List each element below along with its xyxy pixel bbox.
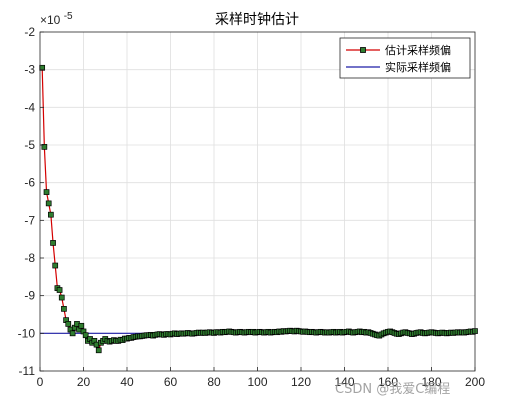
y-exponent-power: -5 xyxy=(64,11,73,22)
x-tick-label: 0 xyxy=(37,375,44,389)
watermark: CSDN @我爱C编程 xyxy=(335,382,450,397)
y-tick-label: -4 xyxy=(24,100,35,114)
legend-label-actual: 实际采样频偏 xyxy=(385,60,451,74)
data-point xyxy=(58,294,65,301)
legend-box xyxy=(339,37,471,79)
x-tick-label: 160 xyxy=(378,375,398,389)
x-tick-label: 180 xyxy=(421,375,441,389)
data-point xyxy=(69,330,76,337)
legend-marker-estimated xyxy=(360,47,366,53)
data-point xyxy=(52,262,59,269)
data-point xyxy=(95,347,102,354)
x-tick-label: 100 xyxy=(247,375,267,389)
data-point xyxy=(56,287,63,293)
y-exponent-base: ×10 xyxy=(40,13,61,27)
legend-label-estimated: 估计采样频偏 xyxy=(385,43,451,57)
data-point xyxy=(50,240,56,246)
x-tick-label: 120 xyxy=(291,375,311,389)
y-tick-label: -5 xyxy=(24,138,35,152)
y-tick-label: -6 xyxy=(24,176,35,190)
data-point xyxy=(78,322,85,329)
x-axis: 0 20 40 60 80 100 120 140 160 180 200 xyxy=(37,367,485,389)
y-tick-label: -7 xyxy=(24,213,35,227)
data-point xyxy=(41,144,48,150)
data-point xyxy=(65,321,72,327)
series-layer xyxy=(39,64,478,354)
y-tick-label: -10 xyxy=(18,326,36,340)
data-point xyxy=(48,211,54,218)
y-tick-label: -9 xyxy=(24,289,35,303)
legend: 估计采样频偏 实际采样频偏 xyxy=(339,37,471,79)
x-tick-label: 200 xyxy=(465,375,485,389)
data-point xyxy=(45,200,52,207)
y-tick-label: -11 xyxy=(19,364,36,378)
data-point xyxy=(82,332,89,339)
x-tick-label: 20 xyxy=(77,375,91,389)
data-point xyxy=(61,306,67,312)
y-tick-label: -8 xyxy=(24,251,35,265)
y-tick-label: -3 xyxy=(24,63,35,77)
x-tick-label: 140 xyxy=(334,375,354,389)
y-axis: -11 -10 -9 -8 -7 -6 -5 -4 -3 -2 xyxy=(18,25,44,378)
y-tick-label: -2 xyxy=(24,25,35,39)
y-exponent: ×10 -5 xyxy=(40,11,73,27)
chart-title: 采样时钟估计 xyxy=(215,11,299,28)
data-point xyxy=(43,189,50,195)
x-tick-label: 80 xyxy=(207,375,221,389)
x-tick-label: 40 xyxy=(120,375,134,389)
x-tick-label: 60 xyxy=(164,375,178,389)
